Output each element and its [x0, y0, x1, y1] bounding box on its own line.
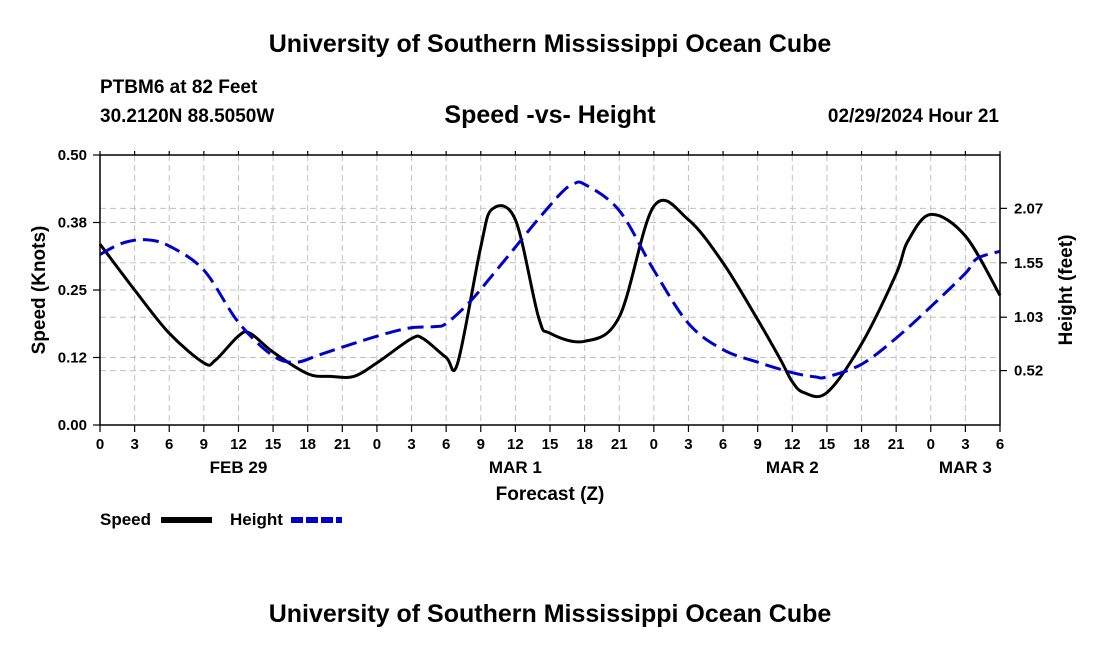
x-tick-label: 3	[961, 436, 969, 453]
x-tick-label: 9	[754, 436, 762, 453]
y-tick-label: 0.50	[58, 147, 87, 164]
y2-tick-label: 0.52	[1014, 363, 1043, 380]
y2-tick-label: 1.55	[1014, 255, 1043, 272]
x-tick-label: 0	[650, 436, 658, 453]
x-tick-label: 12	[784, 436, 801, 453]
x-tick-label: 18	[576, 436, 593, 453]
x-tick-label: 9	[200, 436, 208, 453]
x-tick-label: 21	[611, 436, 628, 453]
y-tick-label: 0.12	[58, 350, 87, 367]
x-tick-label: 6	[165, 436, 173, 453]
x-tick-label: 9	[477, 436, 485, 453]
x-tick-label: 21	[888, 436, 905, 453]
x-tick-label: 0	[927, 436, 935, 453]
x-tick-label: 12	[230, 436, 247, 453]
x-tick-label: 0	[96, 436, 104, 453]
day-label: MAR 1	[489, 458, 542, 477]
y2-axis-title: Height (feet)	[1056, 235, 1077, 346]
x-tick-label: 6	[996, 436, 1004, 453]
page-title: University of Southern Mississippi Ocean…	[268, 30, 832, 58]
day-label: MAR 2	[766, 458, 819, 477]
day-label: FEB 29	[210, 458, 268, 477]
x-tick-label: 3	[130, 436, 138, 453]
x-tick-label: 6	[442, 436, 450, 453]
series-line-height	[99, 180, 1001, 380]
legend-label-height: Height	[230, 510, 283, 529]
y-tick-label: 0.25	[58, 282, 87, 299]
station-label: PTBM6 at 82 Feet	[100, 77, 258, 98]
y-tick-label: 0.38	[58, 215, 87, 232]
station-coordinates: 30.2120N 88.5050W	[100, 106, 275, 127]
x-tick-label: 3	[684, 436, 692, 453]
x-axis-title: Forecast (Z)	[496, 484, 605, 505]
chart-title: Speed -vs- Height	[444, 101, 656, 129]
x-tick-label: 18	[853, 436, 870, 453]
x-tick-label: 3	[407, 436, 415, 453]
x-tick-label: 15	[265, 436, 282, 453]
series-line-speed	[98, 198, 1002, 399]
y-axis-title: Speed (Knots)	[29, 226, 50, 355]
x-tick-label: 21	[334, 436, 351, 453]
day-label: MAR 3	[939, 458, 992, 477]
x-tick-label: 6	[719, 436, 727, 453]
forecast-datetime: 02/29/2024 Hour 21	[827, 106, 999, 127]
x-tick-label: 15	[542, 436, 559, 453]
x-tick-label: 15	[819, 436, 836, 453]
y-tick-label: 0.00	[58, 417, 87, 434]
y2-tick-label: 1.03	[1014, 309, 1043, 326]
page-footer-title: University of Southern Mississippi Ocean…	[268, 600, 832, 628]
x-tick-label: 18	[299, 436, 316, 453]
x-tick-label: 12	[507, 436, 524, 453]
y2-tick-label: 2.07	[1014, 200, 1043, 217]
legend-label-speed: Speed	[100, 510, 151, 529]
x-tick-label: 0	[373, 436, 381, 453]
